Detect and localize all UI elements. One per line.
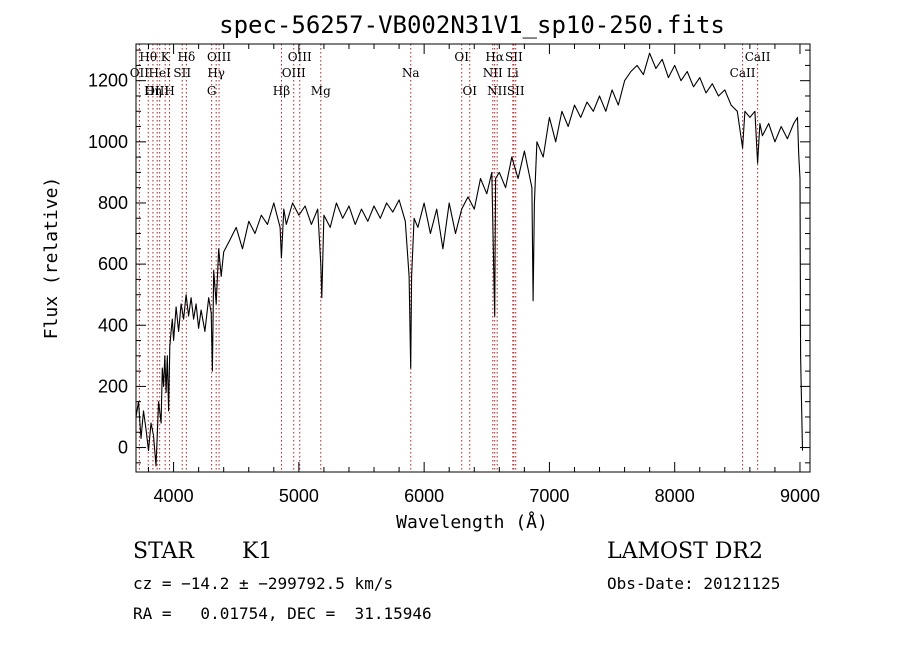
y-tick-label-1200: 1200 (88, 71, 128, 91)
y-tick-label-800: 800 (98, 193, 128, 213)
line-label-14: OIII (282, 66, 306, 80)
chart-title: spec-56257-VB002N31V1_sp10-250.fits (219, 11, 725, 39)
x-axis: 4000 5000 6000 7000 8000 9000 (148, 44, 820, 506)
line-label-25: CaII (745, 50, 771, 64)
line-label-3: K (161, 50, 171, 64)
y-tick-label-600: 600 (98, 254, 128, 274)
line-label-0: Hθ (139, 50, 157, 64)
line-label-4: HeI (149, 66, 172, 80)
line-label-18: OI (462, 84, 477, 98)
coordinates-readout: RA = 0.01754, DEC = 31.15946 (133, 604, 432, 623)
line-label-24: SII (507, 84, 525, 98)
line-label-9: OIII (207, 50, 231, 64)
y-tick-label-200: 200 (98, 376, 128, 396)
line-label-19: Hα (485, 50, 504, 64)
line-label-11: G (207, 84, 217, 98)
line-label-12: Hβ (273, 84, 290, 98)
line-label-13: OIII (288, 50, 312, 64)
x-tick-label-7000: 7000 (529, 486, 569, 506)
line-label-20: NII (483, 66, 503, 80)
line-label-23: Li (507, 66, 519, 80)
survey-name: LAMOST DR2 (607, 539, 763, 564)
x-tick-label-6000: 6000 (404, 486, 444, 506)
object-subclass: K1 (242, 539, 273, 564)
x-tick-label-8000: 8000 (655, 486, 695, 506)
line-label-17: OI (454, 50, 469, 64)
line-label-5: Hη (144, 84, 162, 98)
line-label-22: SII (505, 50, 523, 64)
line-label-21: NII (487, 84, 507, 98)
x-tick-label-4000: 4000 (154, 486, 194, 506)
y-axis: 0 200 400 600 800 1000 1200 (88, 49, 810, 464)
x-tick-label-5000: 5000 (279, 486, 319, 506)
y-axis-label: Flux (relative) (41, 177, 62, 340)
line-label-26: CaII (730, 66, 756, 80)
line-label-2: OIII (145, 84, 169, 98)
spectral-line-markers (138, 44, 759, 472)
line-label-6: SII (173, 66, 191, 80)
x-axis-label: Wavelength (Å) (396, 511, 548, 533)
line-label-1: OII (130, 66, 150, 80)
line-label-7: H (164, 84, 174, 98)
line-label-8: Hδ (178, 50, 196, 64)
object-class: STAR (133, 539, 194, 564)
observation-date: Obs-Date: 20121125 (607, 574, 781, 593)
spectrum-line-0 (135, 52, 804, 467)
y-tick-label-1000: 1000 (88, 132, 128, 152)
y-tick-label-0: 0 (118, 438, 128, 458)
line-label-15: Mg (311, 84, 331, 98)
plot-frame (135, 43, 811, 473)
y-tick-label-400: 400 (98, 315, 128, 335)
line-label-16: Na (402, 66, 420, 80)
x-tick-label-9000: 9000 (780, 486, 820, 506)
spectral-line-labels: Hθ OII OIII K HeI Hη SII H Hδ OIII Hγ G Hβ OIII OIII Mg… (130, 50, 771, 98)
redshift-readout: cz = −14.2 ± −299792.5 km/s (133, 574, 394, 593)
line-label-10: Hγ (207, 66, 225, 80)
spectrum-layer (135, 52, 804, 467)
